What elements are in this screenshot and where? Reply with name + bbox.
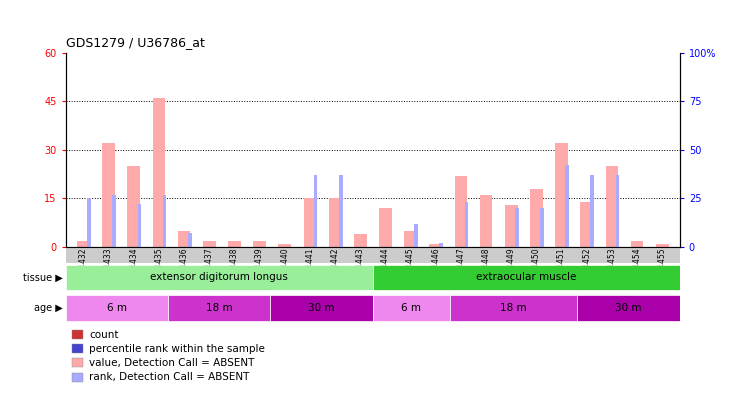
Text: GSM74432: GSM74432 [79,248,88,289]
Bar [565,165,569,247]
Bar [631,241,643,247]
Text: GSM74455: GSM74455 [658,248,667,290]
Bar [168,295,270,321]
Bar [178,231,190,247]
Text: extraocular muscle: extraocular muscle [476,273,577,282]
Bar [556,143,568,247]
Text: tissue ▶: tissue ▶ [23,273,63,282]
Bar [656,244,669,247]
Text: 30 m: 30 m [308,303,335,313]
Bar [616,175,619,247]
Text: count: count [89,330,118,339]
Bar [203,241,216,247]
Bar [279,244,291,247]
Bar [102,143,115,247]
Text: GSM74453: GSM74453 [607,248,616,290]
Bar [153,98,165,247]
Bar [127,166,140,247]
Bar [137,204,141,247]
Text: extensor digitorum longus: extensor digitorum longus [151,273,288,282]
Bar [540,208,544,247]
Bar [480,195,493,247]
Bar [72,330,83,339]
Bar [66,265,373,290]
Bar [303,198,317,247]
Text: 6 m: 6 m [107,303,127,313]
Bar [329,198,341,247]
Bar [373,295,450,321]
Text: GSM74433: GSM74433 [104,248,113,290]
Text: 6 m: 6 m [401,303,421,313]
Bar [253,241,266,247]
Text: percentile rank within the sample: percentile rank within the sample [89,344,265,354]
Text: GSM74436: GSM74436 [180,248,189,290]
Bar [439,243,443,247]
Text: GSM74434: GSM74434 [129,248,138,290]
Text: GDS1279 / U36786_at: GDS1279 / U36786_at [66,36,205,49]
Bar [379,208,392,247]
Bar [188,233,192,247]
Text: GSM74437: GSM74437 [205,248,213,290]
Bar [339,175,343,247]
Text: age ▶: age ▶ [34,303,63,313]
Bar [429,244,442,247]
Text: GSM74454: GSM74454 [632,248,642,290]
Bar [72,373,83,382]
Bar [455,176,467,247]
Text: GSM74451: GSM74451 [557,248,566,289]
Bar [354,234,366,247]
Text: GSM74449: GSM74449 [507,248,516,290]
Text: GSM74447: GSM74447 [456,248,466,290]
Text: GSM74444: GSM74444 [381,248,390,290]
Bar [77,241,90,247]
Bar [505,205,518,247]
Bar [113,194,116,247]
Text: GSM74452: GSM74452 [582,248,591,289]
Text: rank, Detection Call = ABSENT: rank, Detection Call = ABSENT [89,372,249,382]
Text: GSM74438: GSM74438 [230,248,239,289]
Bar [530,189,542,247]
Bar [72,358,83,367]
Text: 18 m: 18 m [500,303,527,313]
Text: GSM74450: GSM74450 [532,248,541,290]
Bar [404,231,417,247]
Text: 18 m: 18 m [206,303,232,313]
Text: GSM74440: GSM74440 [280,248,289,290]
Bar [87,198,91,247]
Text: GSM74441: GSM74441 [306,248,314,289]
Bar [72,344,83,353]
Text: GSM74443: GSM74443 [356,248,365,290]
Text: GSM74439: GSM74439 [255,248,264,290]
Bar [465,202,469,247]
Bar [591,175,594,247]
Bar [270,295,373,321]
Text: value, Detection Call = ABSENT: value, Detection Call = ABSENT [89,358,254,368]
Text: GSM74435: GSM74435 [154,248,164,290]
Bar [450,295,577,321]
Bar [163,194,167,247]
Text: GSM74448: GSM74448 [482,248,491,289]
Text: GSM74442: GSM74442 [330,248,340,289]
Bar [373,265,680,290]
Bar [577,295,680,321]
Bar [515,208,519,247]
Text: GSM74446: GSM74446 [431,248,440,290]
Bar [228,241,240,247]
Bar [414,224,418,247]
Text: 30 m: 30 m [616,303,642,313]
Bar [605,166,618,247]
Bar [66,295,168,321]
Bar [580,202,593,247]
Bar [314,175,317,247]
Text: GSM74445: GSM74445 [406,248,415,290]
